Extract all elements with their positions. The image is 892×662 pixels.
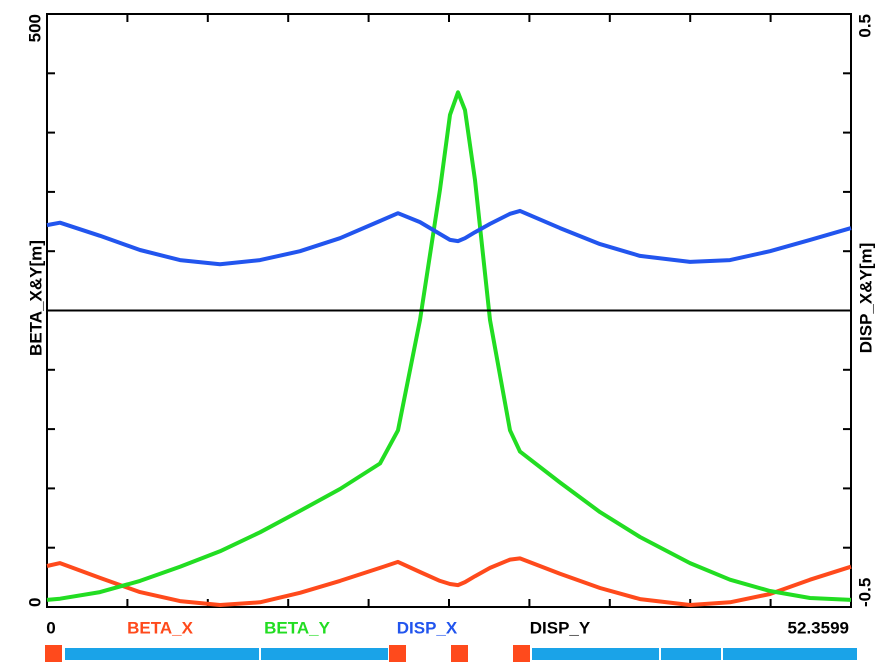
lattice-drift [65, 648, 388, 660]
y-tick-label: 0 [25, 598, 44, 607]
lattice-magnet [451, 645, 468, 662]
series-line [46, 556, 852, 607]
lattice [45, 645, 857, 662]
y2-tick-label: -0.5 [855, 578, 874, 607]
y-axis-label: BETA_X&Y[m] [26, 240, 45, 356]
series-line [46, 90, 852, 602]
lattice-magnet [45, 645, 62, 662]
lattice-drift [532, 648, 857, 660]
x-tick-label: 52.3599 [788, 618, 849, 637]
lattice-magnet [513, 645, 530, 662]
y2-axis-label: DISP_X&Y[m] [856, 243, 875, 354]
x-tick-label: 0 [46, 618, 55, 637]
lattice-gap [659, 648, 661, 660]
series-line [46, 208, 852, 267]
legend-label: BETA_Y [264, 618, 330, 637]
legend-label: DISP_Y [530, 618, 591, 637]
y-tick-label: 500 [25, 14, 44, 42]
legend-label: DISP_X [397, 618, 458, 637]
lattice-gap [259, 648, 261, 660]
y2-tick-label: 0.5 [855, 14, 874, 38]
lattice-magnet [389, 645, 406, 662]
legend-label: BETA_X [127, 618, 193, 637]
lattice-gap [721, 648, 723, 660]
